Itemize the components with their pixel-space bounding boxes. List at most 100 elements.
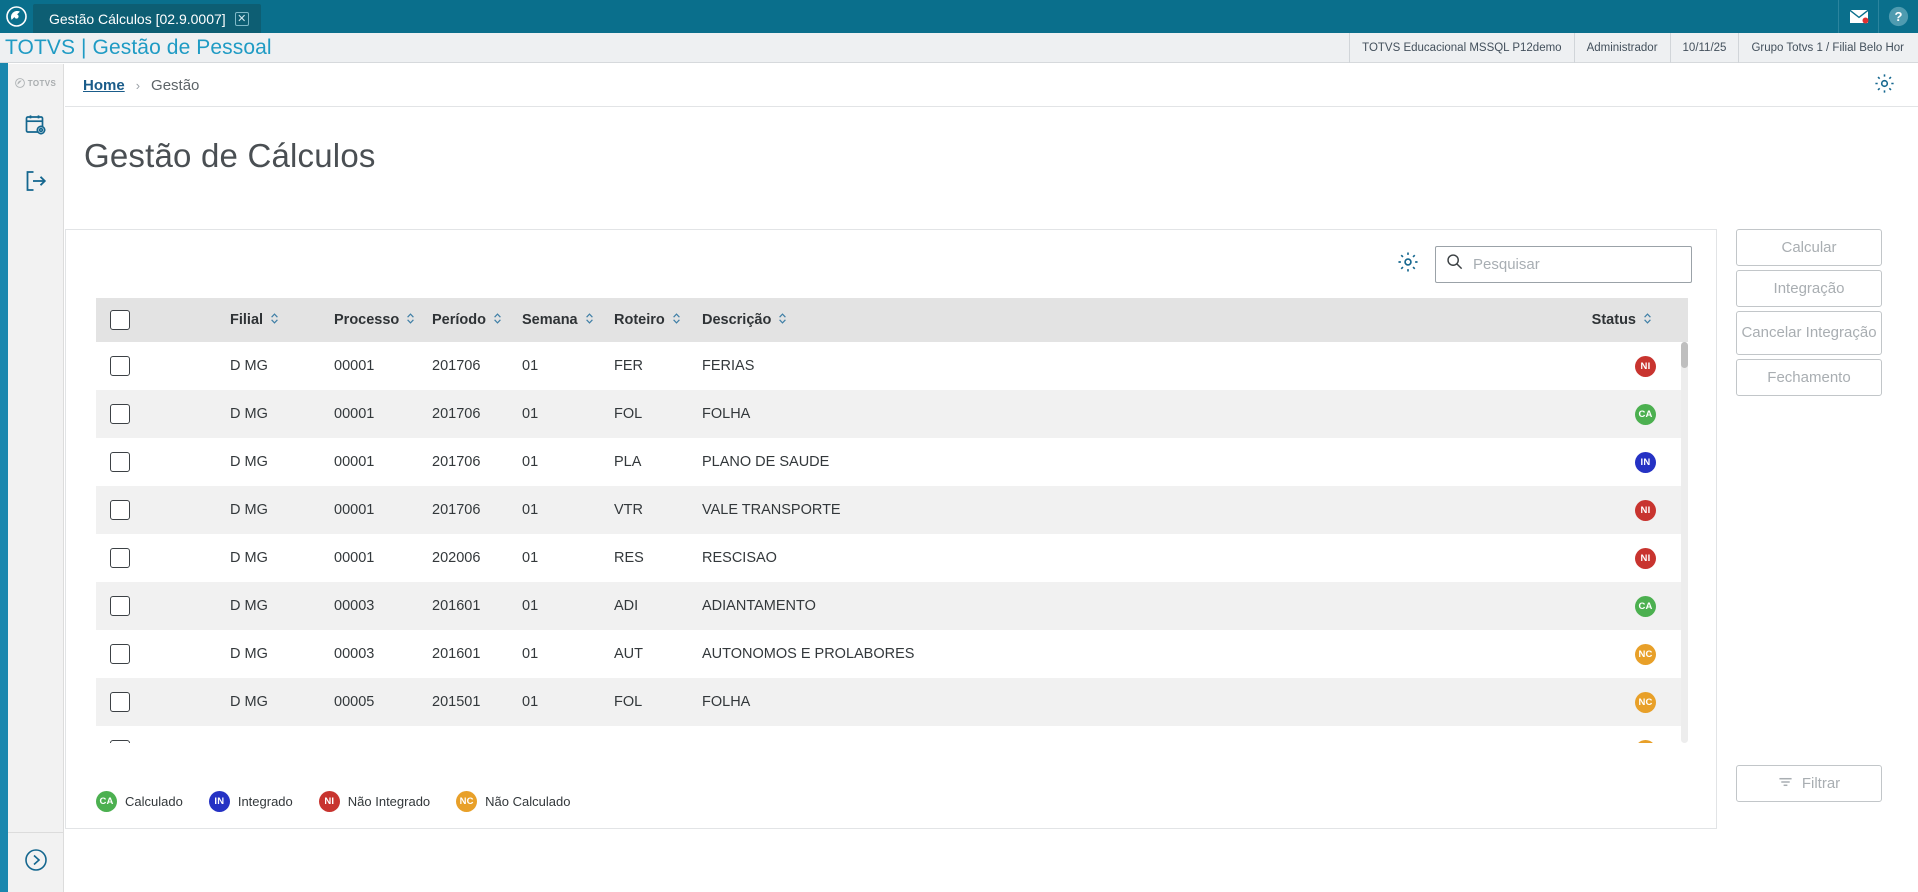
cell-filial: D MG: [230, 550, 268, 566]
cell-descricao: FERIAS: [702, 358, 755, 374]
row-spacer-cell: [144, 390, 230, 438]
cell-filial: D MG: [230, 454, 268, 470]
sort-chevrons-icon[interactable]: [585, 312, 594, 329]
filter-button-label: Filtrar: [1801, 775, 1841, 792]
search-input[interactable]: [1473, 255, 1681, 273]
row-checkbox[interactable]: [110, 596, 130, 616]
row-checkbox-cell: [96, 630, 144, 678]
column-header-roteiro[interactable]: Roteiro: [614, 298, 702, 342]
column-header-descricao[interactable]: Descrição: [702, 298, 1488, 342]
filter-button[interactable]: Filtrar: [1736, 765, 1882, 802]
search-box[interactable]: [1435, 245, 1692, 283]
cell-filial: D MG: [230, 358, 268, 374]
sidebar-expand-button[interactable]: [8, 832, 63, 892]
cell-processo: 00003: [334, 646, 375, 662]
sysinfo-environment: TOTVS Educacional MSSQL P12demo: [1349, 32, 1573, 63]
cell-filial: D MG: [230, 502, 268, 518]
table-scrollbar[interactable]: [1681, 342, 1688, 743]
column-header-semana[interactable]: Semana: [522, 298, 614, 342]
main-content: Home › Gestão Gestão de Cálculos: [65, 64, 1918, 892]
column-header-status[interactable]: Status: [1488, 298, 1688, 342]
table-settings-button[interactable]: [1395, 251, 1421, 277]
header-spacer: [144, 298, 230, 342]
table-row[interactable]: D MG 00003 201601 01 AUT AUTONOMOS E PROLABOR…: [96, 630, 1688, 678]
cell-descricao: FOLHA: [702, 694, 751, 710]
legend-label: Calculado: [125, 794, 183, 809]
cell-semana: 01: [522, 358, 539, 374]
sidebar-item-calendar-settings[interactable]: [16, 110, 56, 144]
table-row[interactable]: D MG 00003 201601 01 ADI ADIANTAMENTO CA: [96, 582, 1688, 630]
close-icon[interactable]: ✕: [234, 11, 249, 26]
column-header-processo[interactable]: Processo: [334, 298, 432, 342]
row-checkbox[interactable]: [110, 692, 130, 712]
cell-descricao: AUTONOMOS E PROLABORES: [702, 646, 915, 662]
cell-periodo: 201706: [432, 454, 481, 470]
mail-icon[interactable]: [1838, 0, 1878, 33]
table-row[interactable]: D MG0000820150401FOLFOLHA NC: [96, 726, 1688, 743]
column-header-filial[interactable]: Filial: [230, 298, 334, 342]
cell-semana: 01: [522, 646, 539, 662]
row-checkbox-cell: [96, 438, 144, 486]
table-row[interactable]: D MG 00001 201706 01 VTR VALE TRANSPORTE NI: [96, 486, 1688, 534]
select-all-cell: [96, 298, 144, 342]
legend-label: Não Calculado: [485, 794, 571, 809]
status-badge: IN: [1635, 451, 1656, 473]
page-title: Gestão de Cálculos: [84, 137, 376, 174]
svg-text:?: ?: [1895, 9, 1903, 24]
table-row[interactable]: D MG 00001 201706 01 FOL FOLHA CA: [96, 390, 1688, 438]
breadcrumb-home[interactable]: Home: [83, 76, 125, 94]
row-checkbox[interactable]: [110, 404, 130, 424]
cell-filial: D MG: [230, 694, 268, 710]
table-scrollbar-thumb[interactable]: [1681, 342, 1688, 368]
cell-roteiro: ADI: [614, 598, 639, 614]
status-badge: CA: [1635, 595, 1656, 617]
row-checkbox-cell: [96, 342, 144, 390]
filter-icon: [1778, 775, 1793, 792]
table-head: Filial Processo: [96, 298, 1688, 342]
row-checkbox[interactable]: [110, 740, 130, 743]
sort-chevrons-icon[interactable]: [270, 312, 279, 329]
sidebar-item-logout[interactable]: [16, 166, 56, 200]
sort-chevrons-icon[interactable]: [493, 312, 502, 329]
legend-item: IN Integrado: [208, 791, 293, 812]
sidebar-brand: TOTVS: [14, 78, 57, 88]
row-checkbox[interactable]: [110, 548, 130, 568]
legend-item: NI Não Integrado: [318, 791, 431, 812]
action-button-integracao: Integração: [1736, 270, 1882, 307]
row-checkbox[interactable]: [110, 644, 130, 664]
row-checkbox-cell: [96, 534, 144, 582]
row-checkbox[interactable]: [110, 452, 130, 472]
row-spacer-cell: [144, 630, 230, 678]
legend-label: Não Integrado: [347, 794, 431, 809]
action-button-fechamento: Fechamento: [1736, 359, 1882, 396]
cell-periodo: 201706: [432, 358, 481, 374]
cell-semana: 01: [522, 454, 539, 470]
select-all-checkbox[interactable]: [110, 310, 130, 330]
table-row[interactable]: D MG 00001 201706 01 FER FERIAS NI: [96, 342, 1688, 390]
breadcrumb: Home › Gestão: [83, 77, 199, 94]
table-body: D MG 00001 201706 01 FER FERIAS NI D MG 00001 201…: [96, 342, 1688, 743]
legend-item: CA Calculado: [96, 791, 183, 812]
legend-label: Integrado: [237, 794, 293, 809]
sort-chevrons-icon[interactable]: [778, 312, 787, 329]
table-row[interactable]: D MG 00005 201501 01 FOL FOLHA NC: [96, 678, 1688, 726]
gear-icon: [1874, 73, 1895, 99]
cell-processo: 00003: [334, 598, 375, 614]
window-tab[interactable]: Gestão Cálculos [02.9.0007] ✕: [33, 4, 261, 33]
cell-roteiro: VTR: [614, 502, 643, 518]
sort-chevrons-icon[interactable]: [406, 312, 415, 329]
table-row[interactable]: D MG 00001 201706 01 PLA PLANO DE SAUDE IN: [96, 438, 1688, 486]
status-badge: NC: [1635, 739, 1656, 743]
cell-roteiro: AUT: [614, 646, 643, 662]
cell-semana: 01: [522, 726, 614, 743]
sort-chevrons-icon[interactable]: [1643, 312, 1652, 329]
sort-chevrons-icon[interactable]: [672, 312, 681, 329]
column-header-periodo[interactable]: Período: [432, 298, 522, 342]
page-settings-button[interactable]: [1872, 74, 1896, 98]
row-checkbox[interactable]: [110, 356, 130, 376]
table-row[interactable]: D MG 00001 202006 01 RES RESCISAO NI: [96, 534, 1688, 582]
status-badge: NI: [1635, 355, 1656, 377]
row-checkbox[interactable]: [110, 500, 130, 520]
cell-status: CA: [1488, 390, 1688, 438]
help-icon[interactable]: ?: [1878, 0, 1918, 33]
